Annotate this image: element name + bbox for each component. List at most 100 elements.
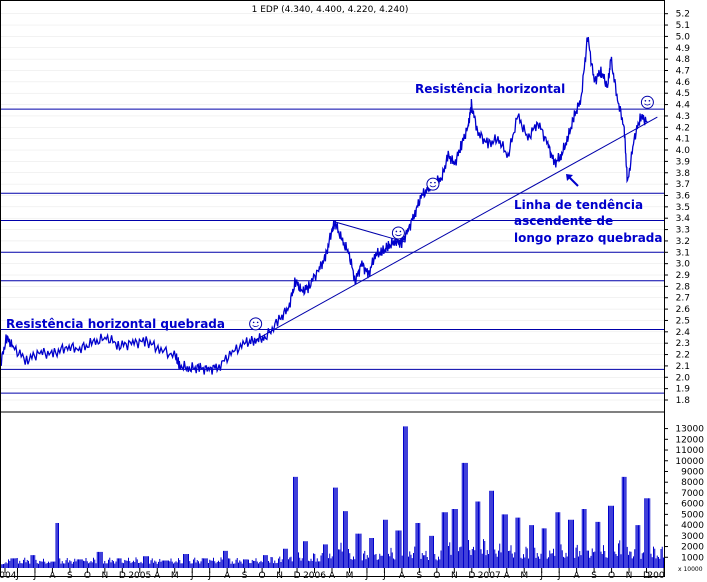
price-tick-label: 5.2 bbox=[676, 10, 690, 20]
volume-tick-label: 11000 bbox=[675, 446, 704, 456]
price-tick-label: 4.0 bbox=[676, 146, 691, 156]
price-tick-label: 1.9 bbox=[676, 385, 691, 395]
price-tick-label: 4.1 bbox=[676, 135, 690, 145]
smiley-mouth bbox=[252, 325, 259, 328]
price-tick-label: 4.9 bbox=[676, 44, 691, 54]
x-tick-label: J bbox=[190, 571, 194, 581]
smiley-markers bbox=[249, 95, 654, 331]
smiley-marker bbox=[640, 95, 654, 109]
smiley-eye bbox=[430, 181, 432, 184]
x-tick-label: 2006 bbox=[303, 571, 326, 581]
chart-title: 1 EDP (4.340, 4.400, 4.220, 4.240) bbox=[252, 5, 409, 15]
x-tick-label: A bbox=[154, 571, 161, 581]
price-series bbox=[0, 37, 648, 375]
smiley-eye bbox=[252, 321, 255, 324]
smiley-marker bbox=[426, 177, 440, 191]
x-tick-label: A bbox=[504, 571, 511, 581]
x-tick-label: 200 bbox=[647, 571, 664, 581]
volume-tick-label: 2000 bbox=[681, 543, 704, 553]
price-tick-label: 4.8 bbox=[676, 55, 691, 65]
trendline bbox=[333, 221, 406, 243]
price-tick-label: 4.6 bbox=[676, 78, 691, 88]
price-tick-label: 2.6 bbox=[676, 305, 691, 315]
x-tick-label: 2005 bbox=[128, 571, 151, 581]
x-tick-label: J bbox=[207, 571, 211, 581]
price-tick-label: 2.1 bbox=[676, 362, 690, 372]
trendlines bbox=[255, 116, 658, 341]
x-tick-label: M bbox=[346, 571, 354, 581]
price-tick-label: 4.5 bbox=[676, 89, 690, 99]
horizontal-levels bbox=[0, 108, 664, 394]
price-line bbox=[0, 37, 648, 375]
smiley-marker bbox=[249, 317, 263, 331]
price-tick-label: 5.1 bbox=[676, 21, 690, 31]
smiley-mouth bbox=[644, 103, 651, 106]
smiley-eye bbox=[644, 100, 647, 102]
price-tick-label: 2.3 bbox=[676, 339, 690, 349]
x-tick-label: 2007 bbox=[478, 571, 501, 581]
price-tick-label: 3.4 bbox=[676, 214, 691, 224]
price-tick-label: 4.2 bbox=[676, 123, 690, 133]
price-tick-label: 5.0 bbox=[676, 32, 691, 42]
plot-frame bbox=[0, 0, 665, 577]
annotation-label: longo prazo quebrada bbox=[514, 231, 663, 245]
x-tick-label: J bbox=[539, 571, 543, 581]
price-tick-label: 3.1 bbox=[676, 248, 690, 258]
x-tick-label: M bbox=[171, 571, 179, 581]
x-tick-label: S bbox=[591, 571, 597, 581]
smiley-mouth bbox=[395, 234, 402, 237]
x-tick-label: J bbox=[33, 571, 37, 581]
volume-tick-label: 1000 bbox=[681, 553, 704, 563]
price-tick-label: 2.2 bbox=[676, 351, 690, 361]
price-tick-label: 4.3 bbox=[676, 112, 690, 122]
x-tick-label: A bbox=[329, 571, 336, 581]
volume-tick-label: 4000 bbox=[681, 521, 704, 531]
price-tick-label: 3.2 bbox=[676, 237, 690, 247]
price-tick-label: 1.8 bbox=[676, 396, 691, 406]
x-tick-label: D bbox=[643, 571, 650, 581]
annotation-label: ascendente de bbox=[514, 214, 613, 228]
volume-tick-label: 8000 bbox=[681, 478, 704, 488]
x-tick-label: D bbox=[119, 571, 126, 581]
price-tick-label: 2.5 bbox=[676, 316, 690, 326]
x-tick-label: N bbox=[101, 571, 108, 581]
x-tick-label: N bbox=[626, 571, 633, 581]
volume-tick-label: 6000 bbox=[681, 500, 704, 510]
x-tick-label: J bbox=[365, 571, 369, 581]
price-tick-label: 2.9 bbox=[676, 271, 691, 281]
price-tick-label: 3.3 bbox=[676, 226, 690, 236]
x-tick-label: J bbox=[15, 571, 19, 581]
volume-bars bbox=[0, 426, 664, 568]
annotation-label: Linha de tendência bbox=[514, 198, 643, 212]
annotation-arrowhead bbox=[566, 174, 573, 181]
annotation-label: Resistência horizontal bbox=[415, 82, 565, 96]
trendline bbox=[255, 116, 658, 341]
annotations: Resistência horizontal quebrada Resistênc… bbox=[6, 82, 663, 331]
x-tick-label: D bbox=[294, 571, 301, 581]
price-tick-label: 2.0 bbox=[676, 373, 691, 383]
price-tick-label: 4.4 bbox=[676, 101, 691, 111]
x-tick-label: J bbox=[557, 571, 561, 581]
volume-tick-label: 9000 bbox=[681, 467, 704, 477]
x-tick-label: J bbox=[382, 571, 386, 581]
x-tick-label: A bbox=[224, 571, 231, 581]
smiley-eye bbox=[648, 100, 651, 102]
x-tick-label: O bbox=[259, 571, 266, 581]
volume-tick-label: 10000 bbox=[675, 457, 704, 467]
smiley-marker bbox=[391, 226, 405, 240]
smiley-eye bbox=[399, 230, 402, 233]
x-tick-label: N bbox=[276, 571, 283, 581]
volume-tick-label: 7000 bbox=[681, 489, 704, 499]
price-tick-label: 3.7 bbox=[676, 180, 690, 190]
smiley-eye bbox=[256, 321, 259, 324]
price-tick-label: 3.5 bbox=[676, 203, 690, 213]
x-tick-label: O bbox=[84, 571, 91, 581]
x-tick-label: S bbox=[242, 571, 248, 581]
price-tick-label: 3.8 bbox=[676, 169, 691, 179]
smiley-mouth bbox=[429, 185, 437, 188]
x-tick-label: A bbox=[49, 571, 56, 581]
x-tick-label: A bbox=[399, 571, 406, 581]
smiley-eye bbox=[434, 181, 436, 184]
volume-unit-label: x 10000 bbox=[678, 566, 703, 573]
